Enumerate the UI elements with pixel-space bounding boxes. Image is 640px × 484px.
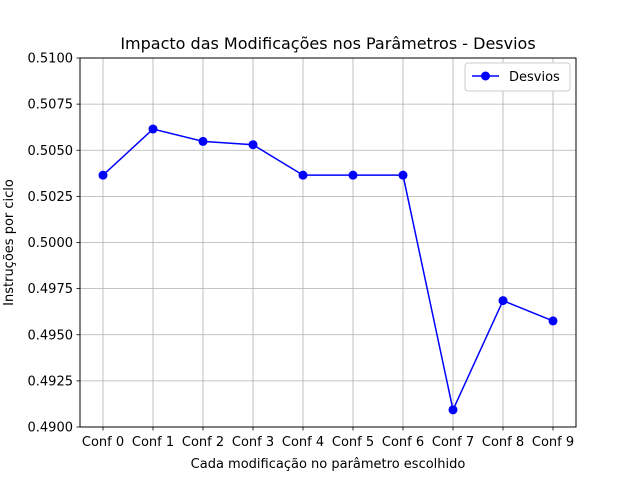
x-axis: Conf 0 Conf 1 Conf 2 Conf 3 Conf 4 Conf 5 Conf… — [82, 427, 574, 450]
y-tick-label: 0.5025 — [28, 190, 74, 205]
x-axis-label: Cada modificação no parâmetro escolhido — [191, 457, 466, 472]
x-tick-label: Conf 4 — [282, 435, 324, 450]
data-point — [498, 296, 508, 306]
legend-marker-swatch — [481, 71, 490, 81]
x-tick-label: Conf 6 — [382, 435, 424, 450]
series-line-desvios — [102, 128, 554, 413]
data-point — [298, 170, 308, 180]
y-tick-label: 0.5000 — [28, 236, 74, 251]
y-tick-label: 0.4900 — [28, 421, 74, 436]
legend-label: Desvios — [509, 70, 560, 85]
x-tick-label: Conf 1 — [132, 435, 174, 450]
data-point — [448, 405, 458, 415]
data-point — [348, 170, 358, 180]
x-tick-label: Conf 9 — [532, 435, 574, 450]
data-point — [398, 170, 408, 180]
y-tick-label: 0.5050 — [28, 144, 74, 159]
y-tick-label: 0.4950 — [28, 328, 74, 343]
data-point — [248, 140, 258, 150]
x-tick-label: Conf 0 — [82, 435, 124, 450]
data-point — [198, 136, 208, 146]
y-tick-label: 0.4925 — [28, 374, 74, 389]
y-tick-label: 0.5100 — [28, 52, 74, 67]
x-tick-label: Conf 7 — [432, 435, 474, 450]
y-axis-label: Instruções por ciclo — [2, 179, 17, 306]
data-point — [548, 316, 558, 326]
data-point — [148, 124, 158, 134]
data-point — [98, 170, 108, 180]
legend-box — [464, 62, 571, 92]
x-tick-label: Conf 2 — [182, 435, 224, 450]
x-tick-label: Conf 3 — [232, 435, 274, 450]
chart-title: Impacto das Modificações nos Parâmetros … — [120, 34, 535, 53]
x-tick-label: Conf 8 — [482, 435, 524, 450]
x-tick-label: Conf 5 — [332, 435, 374, 450]
y-axis: 0.4900 0.4925 0.4950 0.4975 0.5000 0.5025 0.50… — [28, 52, 80, 436]
y-tick-label: 0.5075 — [28, 98, 74, 113]
series-group — [98, 124, 558, 415]
legend: Desvios — [464, 62, 571, 92]
y-tick-label: 0.4975 — [28, 282, 74, 297]
